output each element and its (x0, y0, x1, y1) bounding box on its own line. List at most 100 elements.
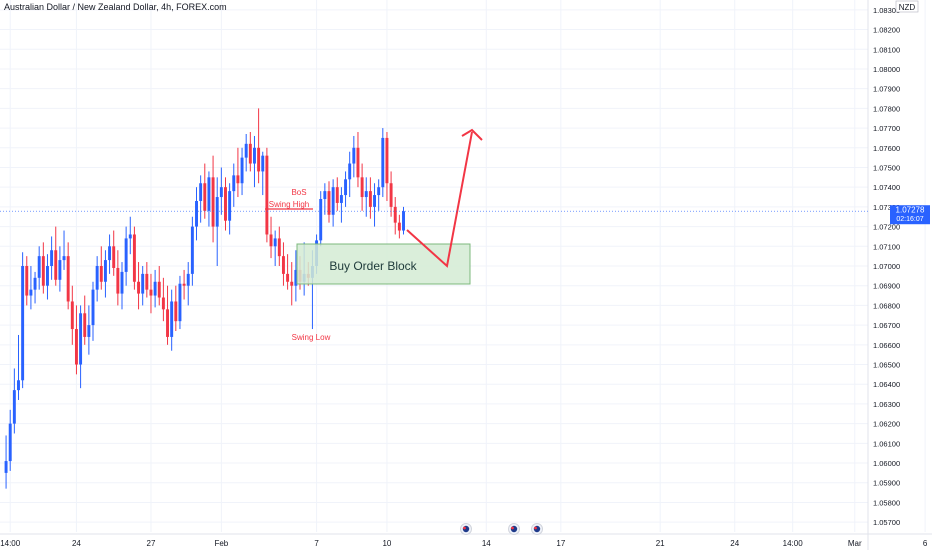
x-tick-label: 21 (656, 539, 665, 548)
candle-body (381, 137, 385, 188)
candle-body (211, 177, 215, 227)
candle-body (327, 191, 331, 215)
candle-body (377, 187, 381, 196)
candle-body (203, 183, 207, 211)
candle-body (120, 271, 124, 294)
candle-body (58, 260, 62, 280)
y-tick-label: 1.08300 (873, 6, 900, 15)
candle-body (21, 266, 25, 381)
y-tick-label: 1.05700 (873, 518, 900, 527)
candle-body (190, 226, 194, 274)
candle-body (385, 137, 389, 184)
y-tick-label: 1.08100 (873, 45, 900, 54)
y-tick-label: 1.07200 (873, 223, 900, 232)
economic-event-icon[interactable] (508, 523, 520, 535)
candle-body (244, 143, 248, 158)
x-tick-label: 7 (314, 539, 319, 548)
x-tick-label: Feb (214, 539, 228, 548)
candle-body (368, 191, 372, 207)
y-tick-label: 1.07500 (873, 163, 900, 172)
candle-body (132, 234, 136, 282)
candle-body (91, 289, 95, 326)
candle-body (228, 191, 232, 221)
projection-arrow-head (461, 128, 483, 141)
buy-order-block-zone[interactable] (296, 243, 471, 285)
candle-body (83, 313, 87, 337)
candle-body (319, 199, 323, 241)
x-tick-label: 17 (556, 539, 565, 548)
swing-high-label: Swing High (269, 200, 309, 209)
current-price-value: 1.07278 (896, 206, 925, 215)
candle-body (393, 206, 397, 223)
candle-body (66, 256, 70, 302)
y-tick-label: 1.06400 (873, 380, 900, 389)
currency-label: NZD (899, 3, 916, 12)
candle-body (273, 238, 277, 247)
economic-event-icon[interactable] (460, 523, 472, 535)
candle-body (161, 297, 165, 310)
candle-body (294, 269, 298, 286)
candle-body (356, 147, 360, 178)
candle-body (286, 273, 290, 282)
x-tick-label: Mar (848, 539, 862, 548)
candle-body (248, 143, 252, 164)
candle-body (137, 281, 141, 294)
candle-body (124, 238, 128, 272)
y-tick-label: 1.06700 (873, 321, 900, 330)
y-tick-label: 1.06500 (873, 361, 900, 370)
y-tick-label: 1.05900 (873, 479, 900, 488)
candle-body (8, 423, 12, 462)
candle-body (199, 183, 203, 201)
candle-body (29, 289, 33, 296)
y-tick-label: 1.05800 (873, 498, 900, 507)
projection-arrow-path (406, 131, 473, 268)
candle-body (17, 380, 20, 391)
y-tick-label: 1.07600 (873, 144, 900, 153)
candle-body (265, 155, 269, 235)
candle-body (224, 187, 227, 221)
candle-body (182, 283, 186, 286)
buy-order-block-label: Buy Order Block (329, 259, 417, 273)
candle-body (112, 246, 116, 268)
x-tick-label: 24 (730, 539, 739, 548)
candle-body (33, 277, 37, 290)
x-tick-label: 14:00 (0, 539, 21, 548)
economic-event-icon[interactable] (531, 523, 543, 535)
candle-body (281, 256, 285, 274)
candles (4, 108, 405, 489)
candle-body (174, 301, 178, 322)
x-tick-label: 6 (923, 539, 928, 548)
candle-body (87, 325, 91, 337)
x-tick-label: 14 (482, 539, 491, 548)
candle-body (207, 177, 211, 211)
symbol-title[interactable]: Australian Dollar / New Zealand Dollar, … (4, 2, 227, 12)
y-tick-label: 1.08200 (873, 26, 900, 35)
y-tick-label: 1.06600 (873, 341, 900, 350)
y-tick-label: 1.07400 (873, 183, 900, 192)
candle-body (153, 281, 157, 296)
candle-body (240, 157, 244, 184)
candle-body (215, 197, 219, 227)
candle-body (186, 273, 190, 286)
y-tick-label: 1.07800 (873, 104, 900, 113)
candle-body (99, 266, 103, 282)
candle-body (261, 155, 265, 172)
y-tick-label: 1.07100 (873, 242, 900, 251)
candle-body (178, 283, 182, 322)
y-tick-label: 1.07700 (873, 124, 900, 133)
candle-body (219, 187, 223, 198)
candle-body (141, 273, 145, 294)
candle-body (103, 260, 107, 282)
price-axis: 1.08300 1.08200 1.08100 1.08000 1.07900 1.078… (867, 0, 900, 550)
y-tick-label: 1.06200 (873, 420, 900, 429)
candle-body (145, 273, 149, 290)
candle-body (149, 289, 153, 296)
y-tick-label: 1.06300 (873, 400, 900, 409)
y-tick-label: 1.07000 (873, 262, 900, 271)
candle-body (37, 256, 41, 278)
y-tick-label: 1.06800 (873, 301, 900, 310)
candle-body (397, 222, 401, 231)
candle-body (74, 329, 78, 365)
candle-body (290, 281, 294, 286)
